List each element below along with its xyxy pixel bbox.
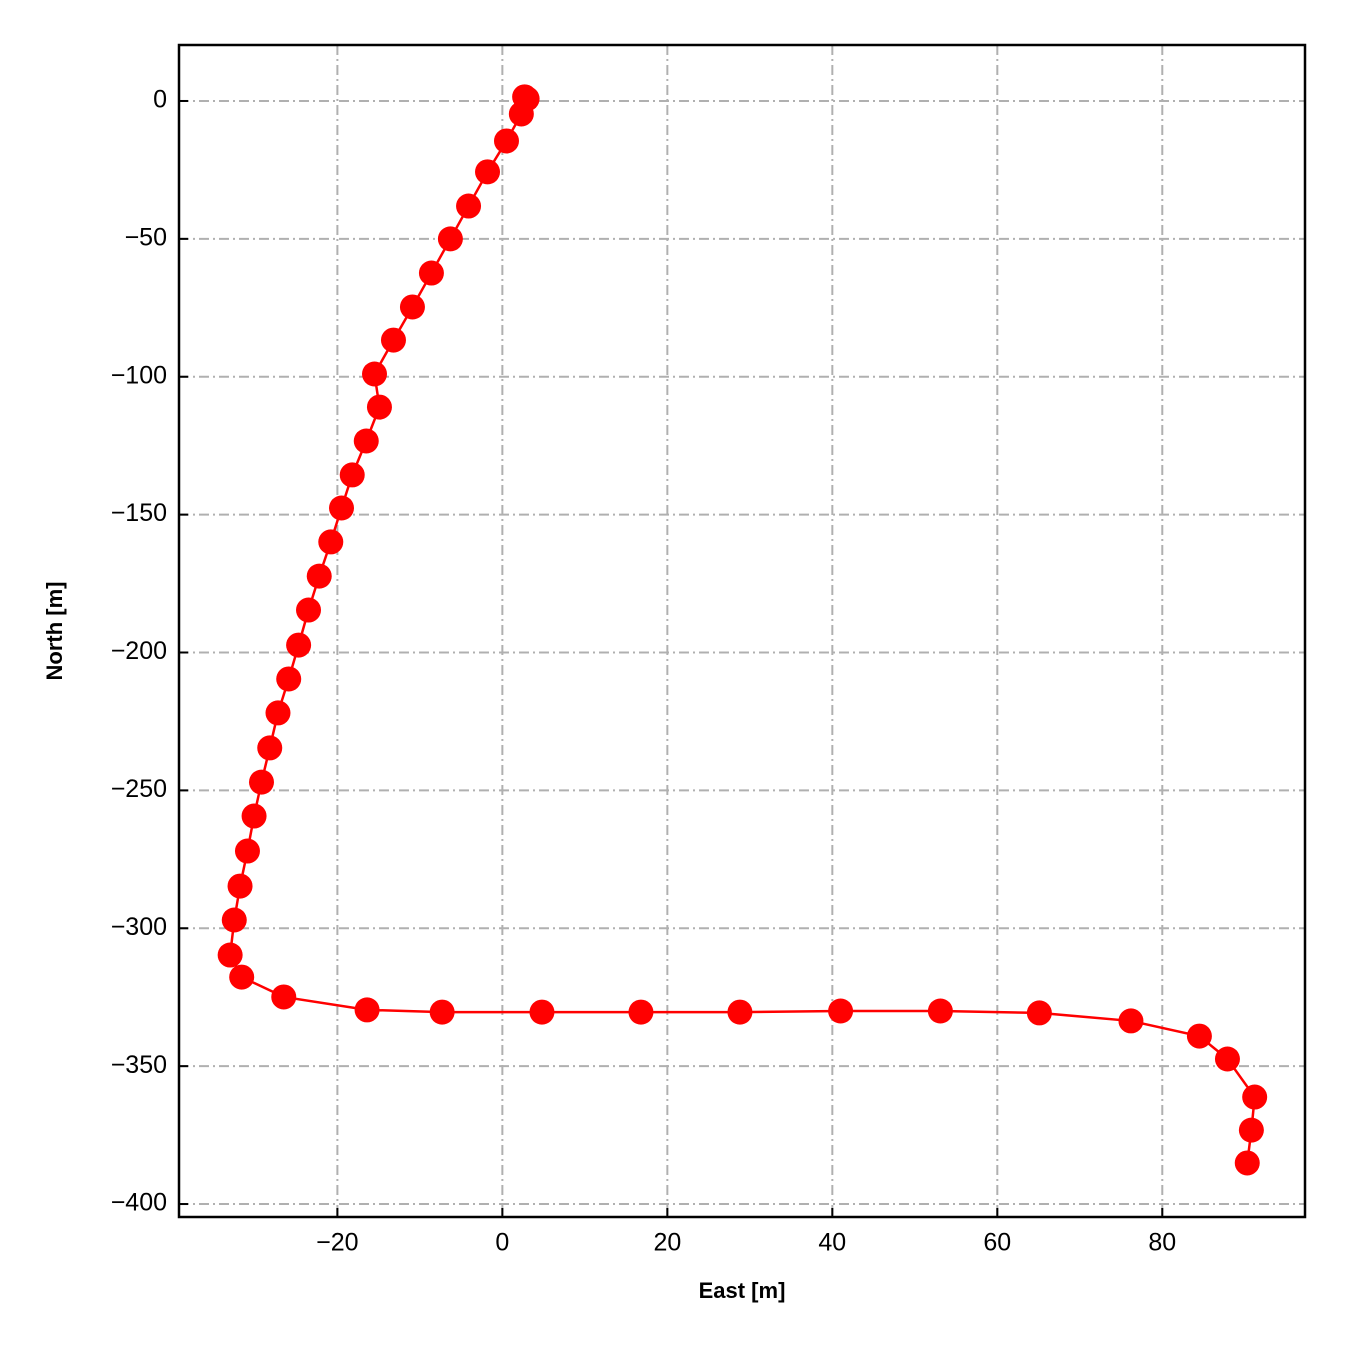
marker [229,964,255,990]
marker [248,769,274,795]
x-tick-label: 80 [1148,1229,1176,1257]
plot-frame [177,43,1307,1219]
marker [1238,1117,1264,1143]
y-tick-label: −100 [111,361,167,389]
marker [265,700,291,726]
marker [1234,1150,1260,1176]
marker [1026,1000,1052,1026]
x-tick-label: 0 [495,1229,509,1257]
marker [366,394,392,420]
marker [437,226,463,252]
marker [727,999,753,1025]
marker [234,838,260,864]
marker [380,327,406,353]
marker [276,666,302,692]
marker [318,529,344,555]
marker [241,803,267,829]
y-tick-label: −350 [111,1051,167,1079]
marker [227,873,253,899]
marker [628,999,654,1025]
x-tick-label: 60 [983,1229,1011,1257]
marker [1186,1023,1212,1049]
marker [429,999,455,1025]
marker [329,495,355,521]
x-tick-label: 40 [818,1229,846,1257]
marker [475,159,501,185]
marker [217,942,243,968]
marker [286,632,312,658]
marker [828,998,854,1024]
marker [1242,1084,1268,1110]
y-tick-label: −250 [111,775,167,803]
marker [1118,1008,1144,1034]
marker [271,984,297,1010]
marker [353,428,379,454]
marker [362,361,388,387]
marker [339,462,365,488]
y-axis-label: North [m] [42,582,67,681]
marker [257,735,283,761]
x-tick-label: −20 [316,1229,358,1257]
marker [493,128,519,154]
marker [1214,1046,1240,1072]
marker [456,193,482,219]
y-tick-label: 0 [153,86,167,114]
x-axis-label: East [m] [699,1278,786,1303]
y-tick-label: −400 [111,1189,167,1217]
marker [296,597,322,623]
y-tick-label: −300 [111,913,167,941]
marker [306,563,332,589]
x-tick-label: 20 [653,1229,681,1257]
marker [529,999,555,1025]
marker [418,260,444,286]
marker [221,907,247,933]
y-tick-label: −200 [111,637,167,665]
marker [508,101,534,127]
y-tick-label: −150 [111,499,167,527]
marker [927,998,953,1024]
marker [399,294,425,320]
y-tick-label: −50 [125,223,167,251]
marker [354,997,380,1023]
